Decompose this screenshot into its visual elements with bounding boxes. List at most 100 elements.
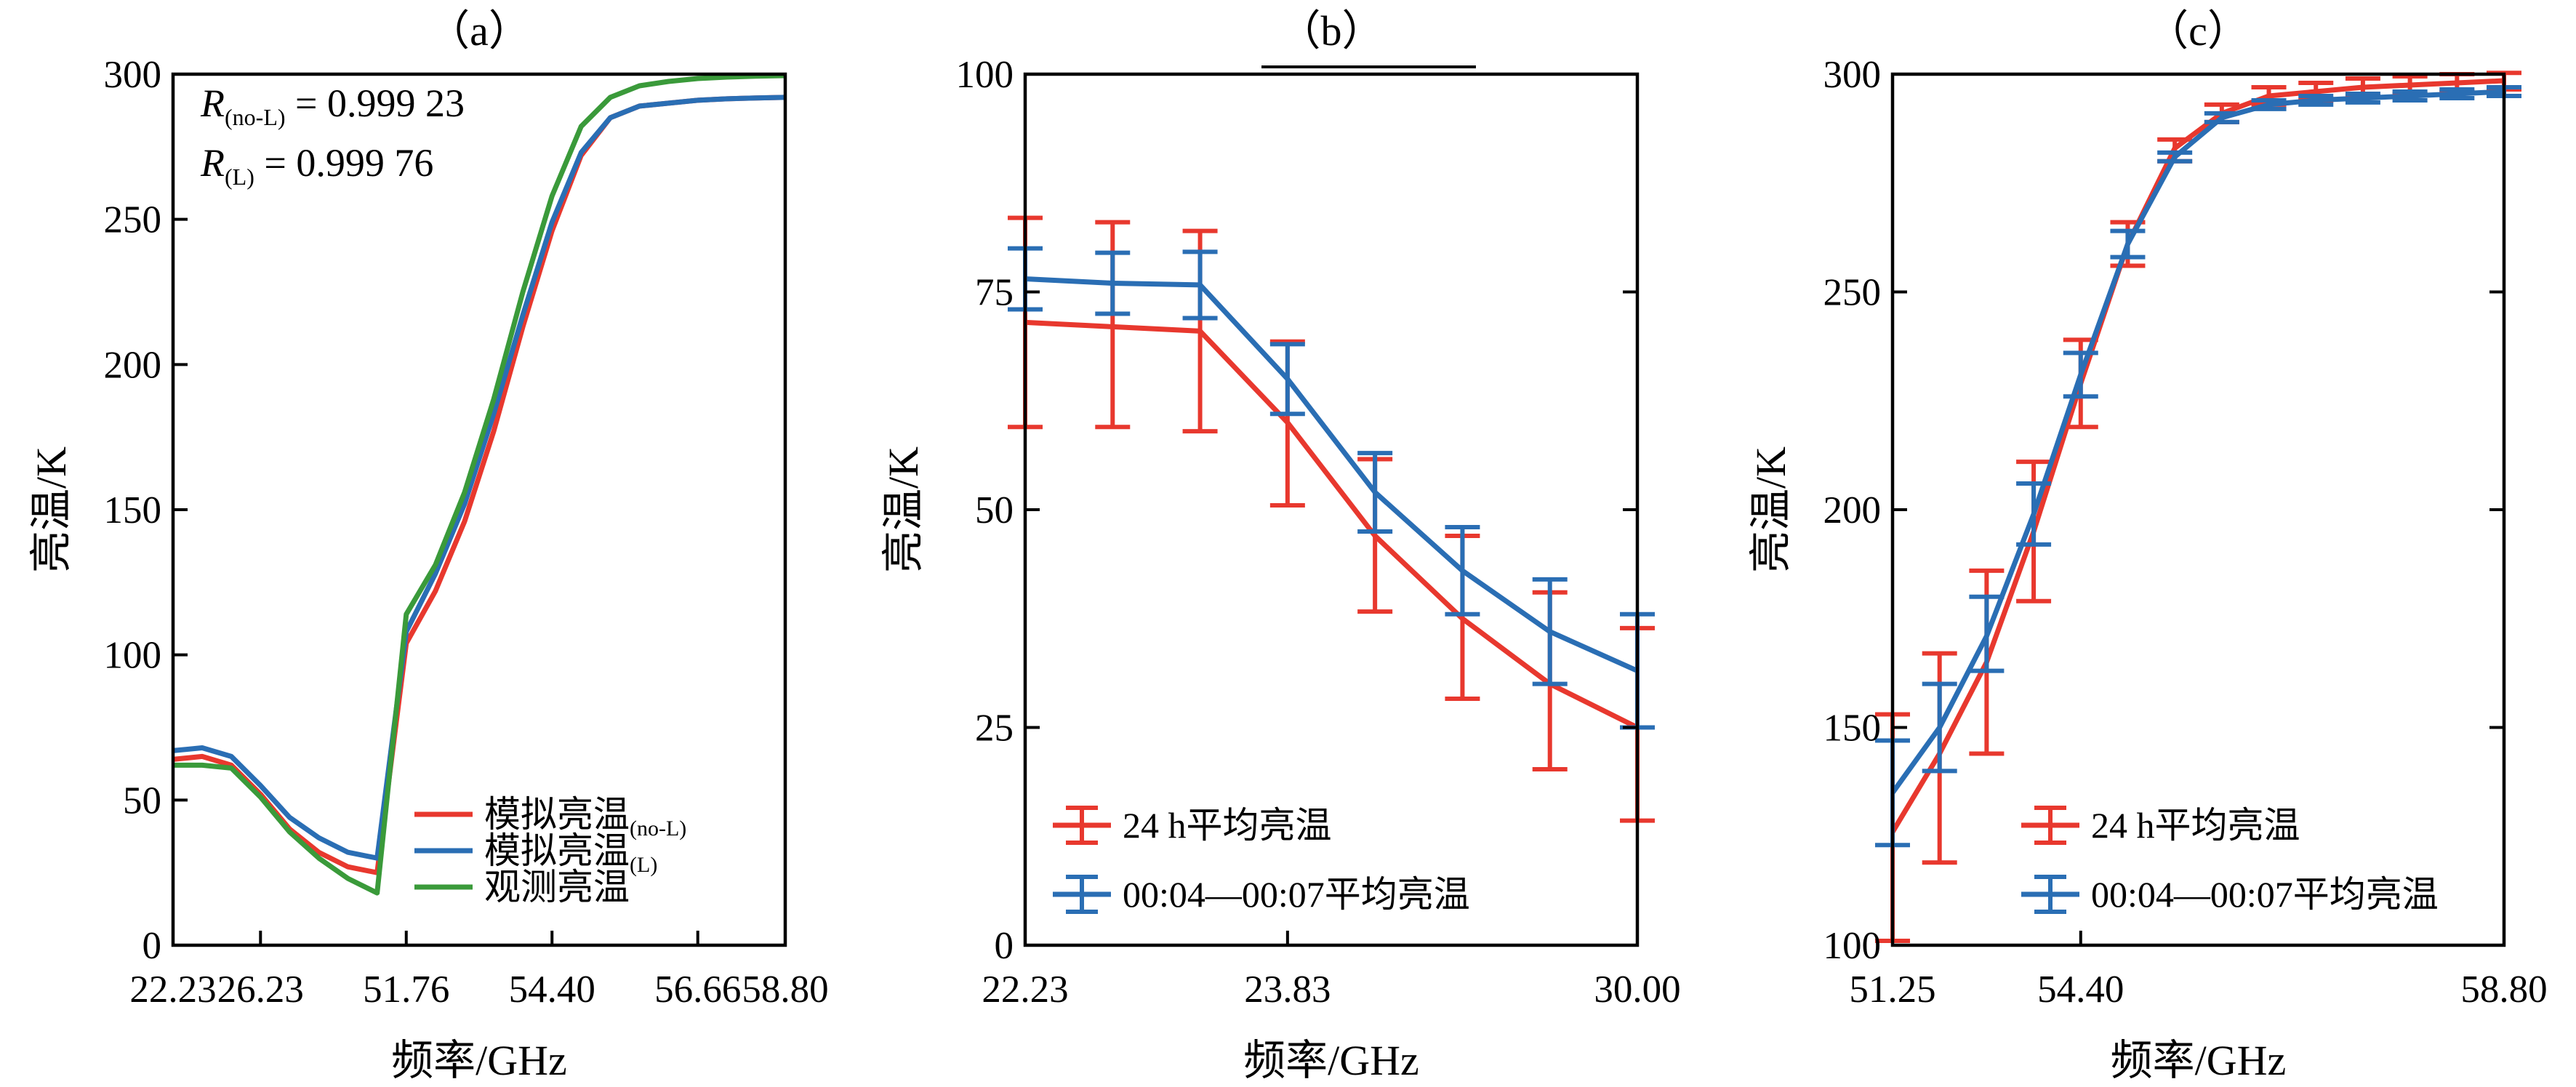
y-tick-label: 100: [104, 635, 162, 677]
x-tick-label: 30.00: [1594, 968, 1680, 1011]
legend-label: 00:04—00:07平均亮温: [2091, 874, 2439, 915]
legend-label-text: 24 h平均亮温: [1123, 805, 1332, 846]
y-tick-label: 250: [1823, 272, 1882, 314]
chart-panel-b: （b） 0 25 50 75 100 22.23 23.83 30.00 频率/GHz 亮温/K 24…: [880, 7, 1681, 1084]
error-bar: [2298, 93, 2334, 107]
legend-label: 00:04—00:07平均亮温: [1123, 874, 1470, 915]
annotation-subscript: (L): [225, 164, 254, 190]
annotation-value: = 0.999 23: [286, 81, 465, 125]
legend-item-1: 模拟亮温(no-L): [414, 794, 686, 841]
series-line-2: [1024, 276, 1639, 673]
y-tick-label: 300: [1823, 54, 1882, 96]
legend: 模拟亮温(no-L)模拟亮温(L)观测亮温: [414, 794, 686, 907]
legend-label: 24 h平均亮温: [2091, 805, 2300, 846]
legend-label-text: 模拟亮温: [484, 794, 630, 835]
legend-item-1: 24 h平均亮温: [1053, 805, 1332, 846]
x-tick-label: 56.66: [654, 968, 741, 1011]
legend-label-text: 24 h平均亮温: [2091, 805, 2300, 846]
error-bar: [2016, 481, 2052, 547]
y-axis-label: 亮温/K: [1747, 446, 1794, 573]
y-tick-label: 75: [975, 272, 1014, 314]
error-bar: [2063, 350, 2098, 399]
chart-title: （c）: [2146, 7, 2250, 55]
legend-label: 模拟亮温(L): [484, 830, 657, 877]
legend: 24 h平均亮温 00:04—00:07平均亮温: [1053, 805, 1470, 915]
y-tick-label: 50: [975, 489, 1014, 532]
legend-item-1: 24 h平均亮温: [2021, 805, 2300, 846]
chart-panel-a: （a） 0 50 100 150 200 250 300 22.23 26.23 51.76 54.4…: [28, 7, 829, 1084]
error-bar: [2110, 228, 2146, 260]
error-bar: [1269, 342, 1305, 417]
y-tick-label: 200: [1823, 489, 1882, 532]
chart-panel-c: （c） 100 150 200 250 300 51.25 54.40 58.80 频率/GHz 亮…: [1747, 7, 2548, 1084]
chart-title: （a）: [428, 7, 531, 55]
x-tick-label: 23.83: [1244, 968, 1331, 1011]
error-bar: [2157, 150, 2193, 164]
error-bar: [2251, 97, 2287, 111]
legend: 24 h平均亮温 00:04—00:07平均亮温: [2021, 805, 2439, 915]
legend-label: 观测亮温: [484, 867, 630, 907]
legend-label-text: 00:04—00:07平均亮温: [2091, 874, 2439, 915]
x-tick-label: 26.23: [217, 968, 304, 1011]
legend-label-text: 模拟亮温: [484, 830, 630, 871]
error-bar: [1532, 577, 1568, 686]
plot-frame: [171, 72, 787, 947]
x-axis-label: 频率/GHz: [1243, 1037, 1419, 1083]
error-bar: [1357, 451, 1393, 534]
y-tick-label: 100: [1823, 925, 1882, 967]
legend-label-text: 观测亮温: [484, 867, 630, 907]
error-bar: [1922, 681, 1957, 774]
x-tick-label: 54.40: [509, 968, 595, 1011]
y-axis-label: 亮温/K: [28, 446, 75, 573]
x-tick-label: 54.40: [2037, 968, 2124, 1011]
error-bar: [2439, 87, 2475, 100]
x-tick-label: 51.76: [363, 968, 449, 1011]
series-line-2: [172, 95, 786, 861]
x-tick-label: 22.23: [982, 968, 1068, 1011]
y-tick-label: 150: [1823, 707, 1882, 750]
x-axis-label: 频率/GHz: [391, 1037, 567, 1083]
y-tick-label: 25: [975, 707, 1014, 750]
x-tick-label: 58.80: [2460, 968, 2547, 1011]
series-line-1: [1890, 78, 2505, 834]
chart-title: （b）: [1278, 7, 1384, 55]
y-tick-label: 250: [104, 199, 162, 241]
legend-label: 24 h平均亮温: [1123, 805, 1332, 846]
y-tick-label: 100: [956, 54, 1014, 96]
error-bar: [2392, 89, 2428, 103]
annotation-value: = 0.999 76: [254, 141, 433, 185]
y-tick-label: 150: [104, 489, 162, 532]
x-axis-label: 频率/GHz: [2111, 1037, 2287, 1083]
error-bar: [2345, 91, 2380, 105]
annotation-symbol: R: [200, 141, 225, 185]
y-tick-label: 0: [995, 925, 1014, 967]
legend-label-text: 00:04—00:07平均亮温: [1123, 874, 1470, 915]
x-tick-label: 22.23: [129, 968, 216, 1011]
y-axis-label: 亮温/K: [880, 446, 927, 573]
legend-label: 模拟亮温(no-L): [484, 794, 686, 841]
series-line-1: [1024, 319, 1639, 730]
correlation-annotation: R(L) = 0.999 76: [200, 141, 433, 190]
y-tick-label: 200: [104, 344, 162, 386]
error-bar: [1969, 594, 2005, 673]
x-tick-label: 51.25: [1849, 968, 1935, 1011]
annotation-symbol: R: [200, 81, 225, 125]
y-tick-label: 50: [123, 779, 161, 822]
legend-label-subscript: (no-L): [630, 817, 686, 841]
error-bar: [1095, 250, 1131, 316]
x-tick-label: 58.80: [742, 968, 828, 1011]
legend-label-subscript: (L): [630, 853, 657, 877]
y-tick-label: 300: [104, 54, 162, 96]
error-bar: [2204, 111, 2239, 124]
legend-item-3: 观测亮温: [414, 867, 630, 907]
error-bar: [1182, 249, 1218, 321]
y-tick-label: 0: [143, 925, 162, 967]
series-line-2: [1890, 89, 2505, 795]
error-bar: [1445, 524, 1480, 617]
series-line-1: [172, 95, 786, 875]
series-line-3: [173, 73, 786, 896]
legend-item-2: 00:04—00:07平均亮温: [2021, 874, 2439, 915]
annotation-subscript: (no-L): [225, 104, 286, 130]
